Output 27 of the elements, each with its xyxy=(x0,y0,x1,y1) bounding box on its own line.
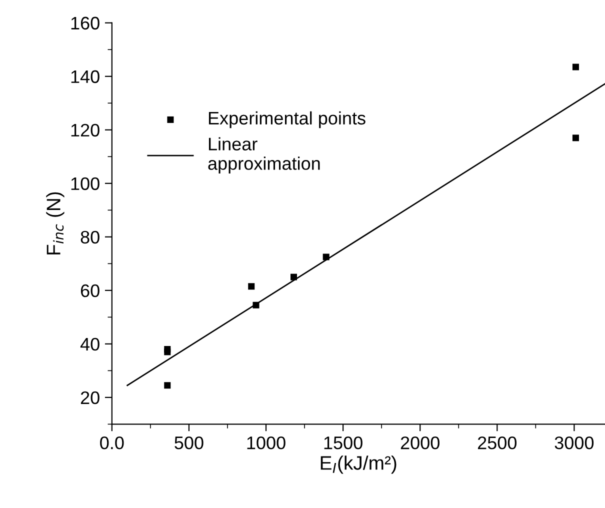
y-tick-label: 60 xyxy=(80,284,100,298)
x-tick-label: 1000 xyxy=(247,436,286,450)
legend-label: Experimental points xyxy=(208,111,366,128)
point xyxy=(164,348,171,356)
x-tick-label: 500 xyxy=(174,436,204,450)
y-tick-label: 160 xyxy=(71,16,100,30)
point xyxy=(322,254,330,260)
x-tick-label: 2500 xyxy=(478,436,517,450)
point xyxy=(252,302,260,308)
y-tick-label: 100 xyxy=(71,177,100,190)
y-tick-label: 40 xyxy=(80,338,100,351)
point xyxy=(164,382,171,389)
x-tick-label: 3000 xyxy=(554,436,594,450)
x-tick-label: 0.0 xyxy=(100,436,124,450)
x-tick-label: 2000 xyxy=(400,436,440,450)
point xyxy=(572,134,579,142)
point xyxy=(290,274,298,280)
y-axis-title: F$_{inc}$ (N) xyxy=(46,192,64,254)
y-tick-label: 80 xyxy=(80,230,100,244)
point xyxy=(572,64,579,70)
y-tick-label: 120 xyxy=(71,124,100,137)
y-tick-label: 140 xyxy=(71,70,100,84)
x-axis-title: E$_{I}$(kJ/m²) xyxy=(320,456,396,474)
y-tick-label: 20 xyxy=(80,391,100,404)
point xyxy=(248,283,255,290)
x-tick-label: 1500 xyxy=(324,436,362,450)
legend-label: Linear approximation xyxy=(208,137,320,174)
